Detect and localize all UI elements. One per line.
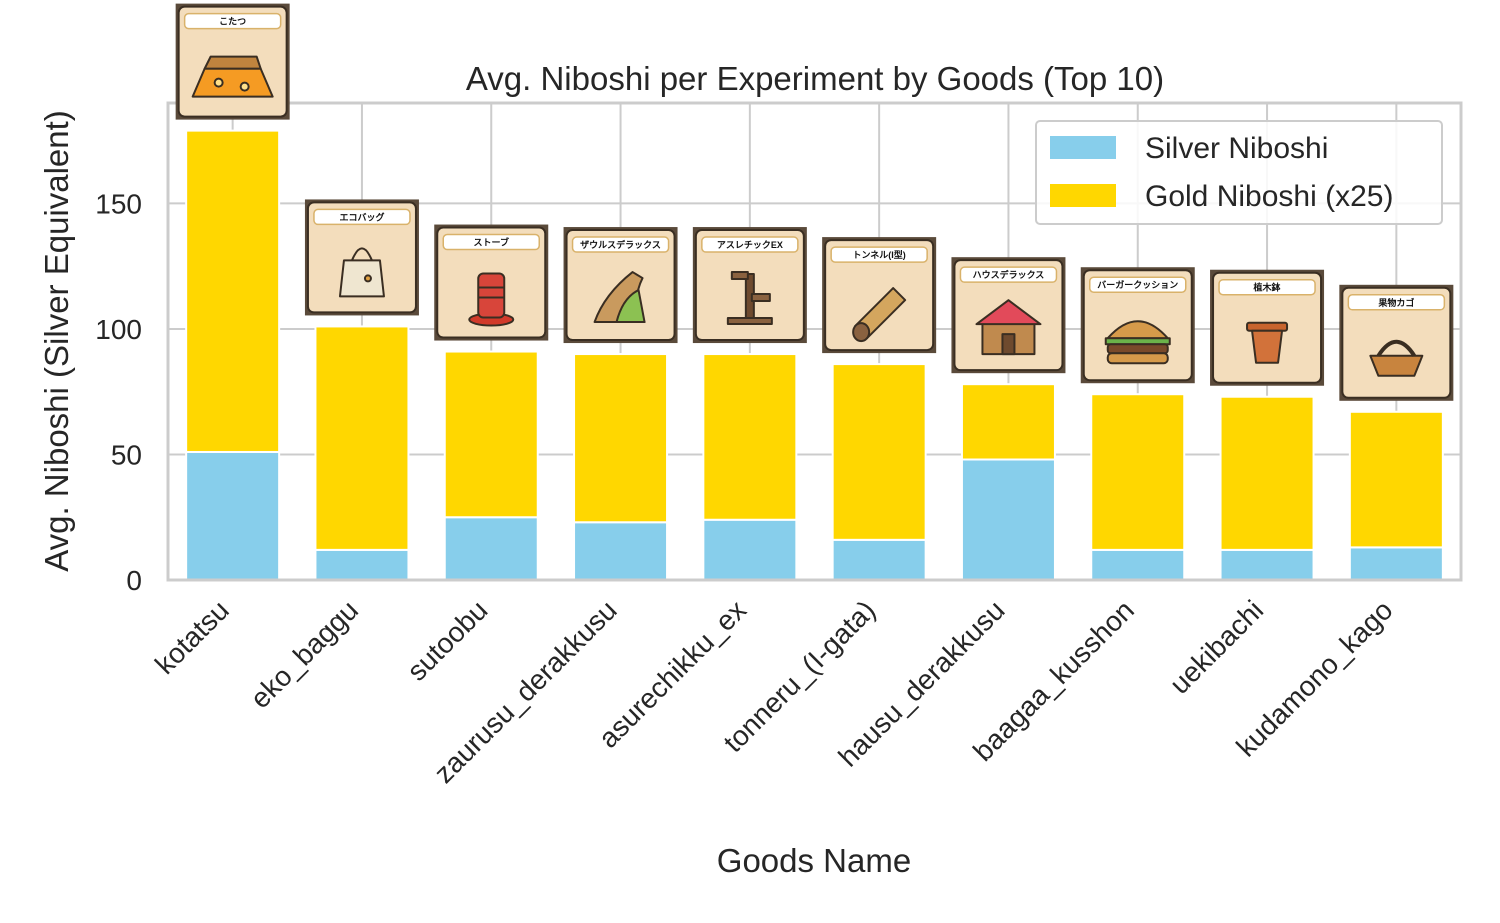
card-label: ザウルスデラックス — [580, 239, 661, 250]
stove-icon — [468, 272, 515, 327]
card-label: こたつ — [219, 17, 246, 27]
axes-frame — [166, 101, 1463, 582]
bar-silver-baagaa_kusshon — [1090, 548, 1186, 581]
bar-gold-uekibachi — [1219, 395, 1315, 551]
item-card-sutoobu: ストーブ — [434, 224, 549, 341]
card-label-plate — [830, 246, 928, 263]
saurus-deluxe-icon — [593, 271, 646, 324]
card-label: アスレチックEX — [717, 240, 783, 250]
legend: Silver Niboshi Gold Niboshi (x25) — [1035, 120, 1443, 225]
burger-cushion-icon — [1104, 320, 1171, 365]
card-label: エコバッグ — [339, 211, 384, 222]
card-body — [824, 239, 935, 352]
bar-gold-sutoobu — [443, 350, 539, 519]
card-label-plate — [959, 266, 1058, 283]
bar-gold-baagaa_kusshon — [1090, 393, 1186, 551]
y-axis-label: Avg. Niboshi (Silver Equivalent) — [38, 110, 75, 572]
bar-gold-asurechikku_ex — [702, 353, 798, 521]
x-axis-label: Goods Name — [717, 842, 911, 879]
house-deluxe-icon — [975, 299, 1042, 356]
card-body — [306, 201, 417, 314]
chart-title: Avg. Niboshi per Experiment by Goods (To… — [466, 60, 1164, 97]
item-card-kudamono_kago: 果物カゴ — [1339, 284, 1454, 401]
bar-gold-hausu_derakkusu — [960, 383, 1056, 461]
y-tick-label: 0 — [126, 565, 142, 596]
plot-frame — [166, 101, 1463, 582]
card-label-plate — [313, 208, 411, 226]
y-tick-label: 150 — [95, 188, 142, 219]
item-card-baagaa_kusshon: バーガークッション — [1080, 267, 1195, 384]
bar-gold-kudamono_kago — [1348, 410, 1444, 549]
card-label-plate — [1089, 276, 1187, 293]
y-tick-label: 50 — [111, 439, 142, 470]
item-card-tonneru_(I-gata): トンネル(I型) — [822, 237, 937, 354]
card-label: ハウスデラックス — [973, 269, 1045, 280]
bar-silver-tonneru_(I-gata) — [831, 538, 927, 582]
bar-silver-kudamono_kago — [1348, 546, 1444, 581]
y-axis-ticks: 0 50 100 150 — [95, 188, 142, 596]
bar-silver-zaurusu_derakkusu — [573, 521, 669, 581]
card-label: トンネル(I型) — [852, 249, 905, 260]
bar-gold-zaurusu_derakkusu — [573, 353, 669, 524]
legend-label-gold: Gold Niboshi (x25) — [1145, 180, 1393, 213]
fruit-basket-icon — [1369, 339, 1424, 377]
bar-silver-asurechikku_ex — [702, 518, 798, 582]
bar-silver-kotatsu — [185, 450, 281, 581]
item-card-hausu_derakkusu: ハウスデラックス — [951, 257, 1066, 374]
bar-gold-tonneru_(I-gata) — [831, 363, 927, 541]
card-label: ストーブ — [474, 237, 509, 248]
bar-silver-sutoobu — [443, 516, 539, 581]
card-label-plate — [442, 233, 540, 251]
item-card-asurechikku_ex: アスレチックEX — [692, 227, 807, 344]
card-label: バーガークッション — [1097, 279, 1178, 290]
legend-label-silver: Silver Niboshi — [1145, 132, 1328, 165]
card-label-plate — [1347, 294, 1446, 311]
legend-swatch-silver — [1050, 136, 1116, 159]
tunnel-icon — [852, 287, 907, 343]
card-label-plate — [1218, 278, 1316, 296]
card-label-plate — [183, 12, 282, 30]
item-card-zaurusu_derakkusu: ザウルスデラックス — [563, 227, 678, 344]
item-card-kotatsu: こたつ — [175, 3, 290, 120]
kotatsu-icon — [191, 55, 274, 98]
x-tick-label: sutoobu — [401, 594, 493, 686]
x-tick-label: kotatsu — [149, 594, 235, 680]
card-label-plate — [571, 236, 670, 253]
bar-silver-hausu_derakkusu — [960, 458, 1056, 582]
bar-silver-eko_baggu — [314, 548, 410, 581]
bar-silver-uekibachi — [1219, 548, 1315, 581]
x-tick-label: eko_baggu — [244, 594, 364, 714]
flower-pot-icon — [1246, 321, 1289, 364]
eco-bag-icon — [338, 247, 385, 298]
legend-box — [1035, 120, 1443, 225]
y-tick-label: 100 — [95, 314, 142, 345]
x-tick-label: uekibachi — [1164, 594, 1270, 700]
bar-gold-eko_baggu — [314, 325, 410, 551]
x-axis-ticks: kotatsu eko_baggu sutoobuzaurusu_derakkusu… — [149, 594, 1398, 789]
bars — [185, 129, 1444, 582]
bar-gold-kotatsu — [185, 129, 281, 453]
legend-swatch-gold — [1050, 184, 1116, 207]
card-label-plate — [701, 236, 799, 253]
athletic-ex-icon — [726, 271, 773, 326]
item-card-uekibachi: 植木鉢 — [1210, 269, 1325, 386]
item-card-eko_baggu: エコバッグ — [304, 199, 419, 316]
card-label: 果物カゴ — [1377, 297, 1414, 308]
card-label: 植木鉢 — [1253, 282, 1282, 293]
